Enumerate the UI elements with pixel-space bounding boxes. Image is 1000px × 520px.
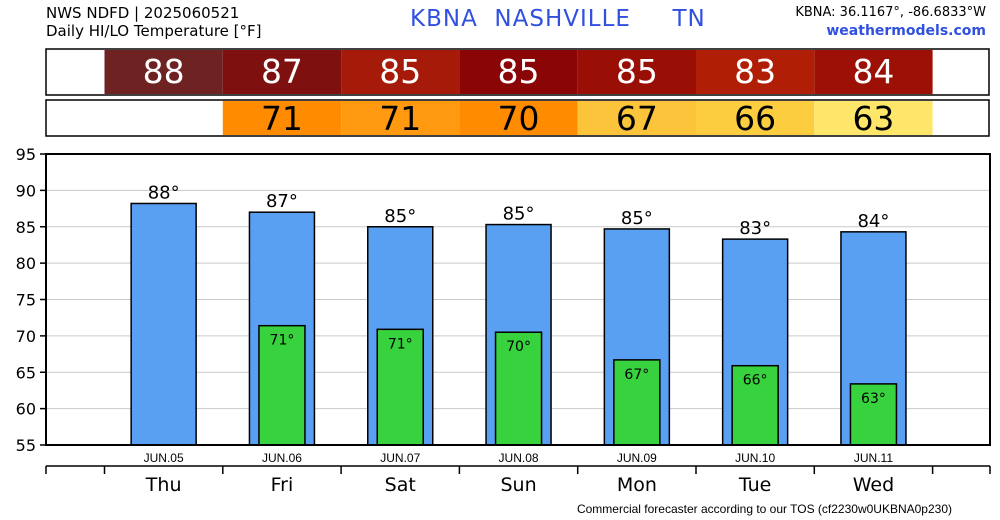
hi-table-cell	[459, 50, 578, 94]
hi-table-value: 88	[143, 52, 185, 91]
footer-note: Commercial forecaster according to our T…	[576, 502, 952, 516]
station-title: KBNA NASHVILLE TN	[410, 6, 706, 32]
lo-bar-label: 66°	[743, 373, 768, 389]
y-tick-label: 75	[16, 291, 36, 310]
lo-bar-label: 63°	[861, 391, 886, 407]
lo-bar-label: 70°	[506, 339, 531, 355]
date-label: JUN.08	[499, 451, 539, 465]
hi-table-value: 85	[616, 52, 658, 91]
day-label: Sun	[500, 474, 536, 496]
site-link[interactable]: weathermodels.com	[826, 23, 986, 39]
day-label: Mon	[617, 474, 657, 496]
model-run-label: NWS NDFD | 2025060521	[46, 4, 240, 22]
lo-bar	[258, 324, 306, 446]
lo-bar	[849, 383, 898, 446]
hi-bar	[130, 202, 197, 446]
lo-bar	[613, 359, 661, 446]
hi-bar-label: 83°	[739, 218, 771, 239]
lo-table-cell	[814, 101, 933, 135]
hi-bar-label: 87°	[266, 191, 298, 212]
y-tick-label: 95	[16, 145, 36, 164]
day-label: Thu	[145, 474, 182, 496]
lo-table-cell	[459, 101, 578, 135]
hi-bar-label: 85°	[384, 206, 416, 227]
hi-table-cell	[577, 50, 696, 94]
lo-table-value: 67	[616, 99, 658, 138]
lo-bar-label: 71°	[388, 336, 413, 352]
hi-bar-label: 85°	[503, 204, 535, 225]
hi-table-cell	[222, 50, 342, 94]
date-label: JUN.07	[380, 451, 420, 465]
lo-bar	[494, 331, 543, 446]
y-tick-label: 60	[16, 400, 36, 419]
lo-table-value: 66	[734, 99, 776, 138]
lo-table-value: 71	[379, 99, 421, 138]
hi-table-value: 85	[498, 52, 540, 91]
day-label: Tue	[738, 474, 771, 496]
hi-table-value: 83	[734, 52, 776, 91]
lo-bar	[376, 328, 424, 446]
hi-bar-label: 84°	[857, 211, 889, 232]
y-tick-label: 65	[16, 363, 36, 382]
y-tick-label: 85	[16, 218, 36, 237]
lo-table-value: 71	[261, 99, 303, 138]
header-right: KBNA: 36.1167°, -86.6833°W weathermodels…	[795, 4, 986, 40]
date-label: JUN.06	[262, 451, 302, 465]
lo-table-value: 63	[852, 99, 894, 138]
hi-table-value: 85	[379, 52, 421, 91]
hi-table-cell	[104, 50, 223, 94]
lo-bar-label: 67°	[624, 367, 649, 383]
day-label: Wed	[853, 474, 894, 496]
date-label: JUN.11	[854, 451, 893, 465]
date-label: JUN.09	[617, 451, 657, 465]
day-label: Sat	[385, 474, 416, 496]
plot-frame	[45, 153, 991, 446]
lo-bar-label: 71°	[270, 333, 295, 349]
hi-table-cell	[696, 50, 815, 94]
lo-table-cell	[341, 101, 460, 135]
hi-bar-label: 88°	[148, 182, 180, 203]
hi-table-value: 87	[261, 52, 303, 91]
hi-table-value: 84	[852, 52, 894, 91]
hi-bar-label: 85°	[621, 208, 653, 229]
lo-table-value: 70	[498, 99, 540, 138]
lo-table-cell	[222, 101, 342, 135]
y-tick-label: 55	[16, 436, 36, 455]
lo-table-cell	[577, 101, 696, 135]
header-left: NWS NDFD | 2025060521 Daily HI/LO Temper…	[46, 4, 262, 40]
y-tick-label: 90	[16, 181, 36, 200]
product-label: Daily HI/LO Temperature [°F]	[46, 22, 262, 40]
hi-table-cell	[341, 50, 460, 94]
lo-table-cell	[696, 101, 815, 135]
y-tick-label: 70	[16, 327, 36, 346]
day-label: Fri	[271, 474, 294, 496]
y-tick-label: 80	[16, 254, 36, 273]
station-coords: KBNA: 36.1167°, -86.6833°W	[795, 5, 986, 20]
date-label: JUN.05	[144, 451, 184, 465]
date-label: JUN.10	[735, 451, 775, 465]
hi-table-cell	[814, 50, 933, 94]
